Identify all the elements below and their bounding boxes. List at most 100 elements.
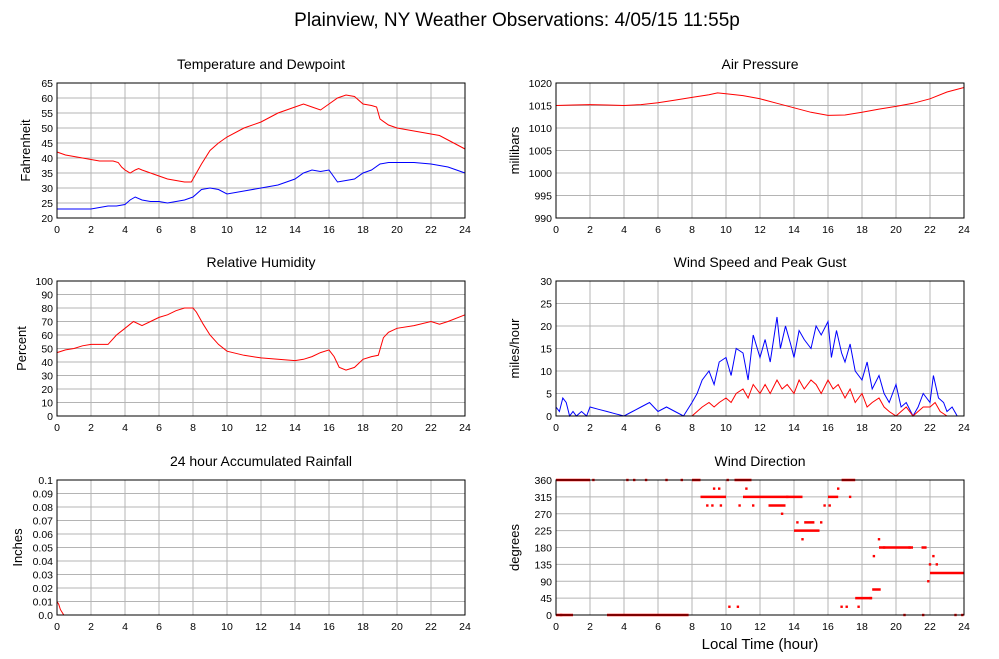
grid bbox=[555, 280, 965, 417]
x-tick-label: 12 bbox=[255, 621, 267, 633]
y-tick-label: 80 bbox=[41, 303, 53, 315]
x-tick-label: 24 bbox=[459, 224, 471, 236]
grid bbox=[555, 82, 965, 219]
y-tick-label: 30 bbox=[41, 183, 53, 195]
panel-title: Wind Speed and Peak Gust bbox=[674, 254, 847, 270]
x-tick-label: 22 bbox=[924, 224, 936, 236]
direction-point bbox=[711, 504, 714, 507]
y-tick-label: 30 bbox=[41, 371, 53, 383]
x-tick-label: 16 bbox=[323, 224, 335, 236]
x-tick-label: 0 bbox=[54, 422, 60, 434]
x-tick-label: 22 bbox=[924, 621, 936, 633]
y-tick-label: 45 bbox=[41, 138, 53, 150]
y-tick-label: 1005 bbox=[529, 146, 553, 158]
y-tick-label: 40 bbox=[41, 153, 53, 165]
direction-point bbox=[728, 605, 731, 608]
y-tick-label: 0 bbox=[546, 610, 552, 622]
series-line-red bbox=[555, 87, 965, 116]
x-tick-label: 12 bbox=[255, 224, 267, 236]
x-tick-label: 14 bbox=[788, 422, 800, 434]
x-tick-label: 14 bbox=[289, 224, 301, 236]
y-tick-label: 5 bbox=[546, 389, 552, 401]
direction-point bbox=[869, 596, 872, 600]
x-tick-label: 6 bbox=[156, 422, 162, 434]
panel-title: Wind Direction bbox=[714, 453, 805, 469]
panel-title: Relative Humidity bbox=[207, 254, 316, 270]
x-tick-label: 0 bbox=[553, 224, 559, 236]
y-tick-label: 0.09 bbox=[33, 489, 54, 501]
x-tick-label: 4 bbox=[122, 621, 128, 633]
x-tick-label: 18 bbox=[856, 224, 868, 236]
y-tick-label: 20 bbox=[41, 384, 53, 396]
y-tick-label: 30 bbox=[540, 276, 552, 288]
direction-point bbox=[828, 504, 831, 507]
plot-frame bbox=[56, 479, 466, 616]
x-tick-label: 20 bbox=[890, 621, 902, 633]
x-tick-label: 16 bbox=[323, 621, 335, 633]
y-tick-label: 0 bbox=[47, 411, 53, 423]
y-tick-label: 60 bbox=[41, 330, 53, 342]
x-tick-label: 8 bbox=[689, 422, 695, 434]
y-axis-label: Inches bbox=[10, 528, 25, 567]
direction-point bbox=[837, 487, 840, 490]
x-tick-label: 10 bbox=[221, 422, 233, 434]
x-tick-label: 0 bbox=[553, 621, 559, 633]
panel-title: 24 hour Accumulated Rainfall bbox=[170, 453, 352, 469]
x-tick-label: 0 bbox=[54, 224, 60, 236]
y-tick-label: 0.01 bbox=[33, 597, 54, 609]
y-tick-label: 25 bbox=[41, 198, 53, 210]
x-tick-label: 6 bbox=[655, 422, 661, 434]
y-tick-label: 10 bbox=[540, 366, 552, 378]
panel-title: Air Pressure bbox=[721, 56, 798, 72]
y-tick-label: 55 bbox=[41, 108, 53, 120]
grid bbox=[56, 280, 466, 417]
y-tick-label: 315 bbox=[534, 492, 552, 504]
direction-point bbox=[719, 504, 723, 507]
x-axis-label: Local Time (hour) bbox=[702, 636, 819, 653]
x-tick-label: 14 bbox=[788, 621, 800, 633]
y-axis-label: millibars bbox=[507, 126, 522, 174]
x-tick-label: 24 bbox=[958, 224, 970, 236]
y-tick-label: 20 bbox=[540, 321, 552, 333]
y-tick-label: 270 bbox=[534, 509, 552, 521]
x-tick-label: 2 bbox=[587, 422, 593, 434]
y-tick-label: 225 bbox=[534, 526, 552, 538]
direction-point bbox=[780, 512, 784, 515]
y-tick-label: 60 bbox=[41, 93, 53, 105]
series-line-red bbox=[691, 378, 948, 417]
direction-point bbox=[820, 521, 823, 524]
direction-point bbox=[712, 487, 716, 490]
plot-frame bbox=[56, 280, 466, 417]
x-tick-label: 2 bbox=[88, 224, 94, 236]
direction-point bbox=[801, 538, 804, 541]
y-tick-label: 90 bbox=[540, 576, 552, 588]
y-tick-label: 65 bbox=[41, 78, 53, 90]
direction-point bbox=[706, 504, 709, 507]
y-axis-label: Fahrenheit bbox=[18, 119, 33, 182]
direction-point bbox=[932, 554, 935, 558]
grid bbox=[555, 479, 965, 616]
y-axis-label: miles/hour bbox=[507, 318, 522, 379]
y-axis-label: degrees bbox=[507, 524, 522, 571]
x-tick-label: 2 bbox=[88, 621, 94, 633]
y-tick-label: 50 bbox=[41, 344, 53, 356]
y-tick-label: 0.03 bbox=[33, 570, 54, 582]
direction-point bbox=[935, 563, 938, 566]
x-tick-label: 0 bbox=[54, 621, 60, 633]
y-tick-label: 50 bbox=[41, 123, 53, 135]
x-tick-label: 14 bbox=[788, 224, 800, 236]
y-tick-label: 45 bbox=[540, 593, 552, 605]
x-tick-label: 4 bbox=[621, 224, 627, 236]
x-tick-label: 12 bbox=[255, 422, 267, 434]
direction-point bbox=[927, 580, 930, 583]
x-tick-label: 16 bbox=[822, 224, 834, 236]
x-tick-label: 18 bbox=[357, 422, 369, 434]
x-tick-label: 20 bbox=[391, 422, 403, 434]
direction-point bbox=[796, 521, 799, 524]
y-tick-label: 0.06 bbox=[33, 529, 54, 541]
plot-frame bbox=[555, 82, 965, 219]
y-tick-label: 0.08 bbox=[33, 502, 54, 514]
